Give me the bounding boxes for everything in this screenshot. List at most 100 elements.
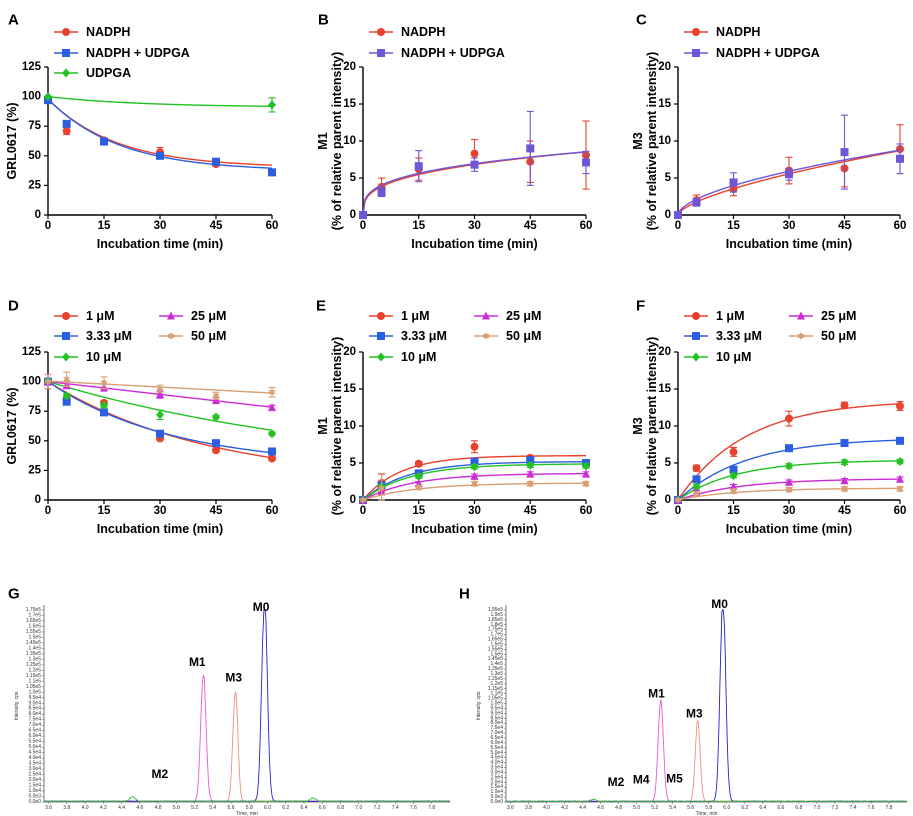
data-point <box>212 446 220 455</box>
x-tick-label: 6.6 <box>319 805 326 811</box>
legend-marker <box>62 352 70 362</box>
data-point <box>526 469 535 478</box>
legend-label: 3.33 μM <box>401 329 447 343</box>
data-point <box>100 400 108 410</box>
legend-label: NADPH <box>86 25 130 39</box>
data-point <box>785 477 793 486</box>
fit-curve <box>47 95 273 107</box>
y-tick-label: 7.0e4 <box>490 730 503 736</box>
y-tick-label: 1.7e5 <box>28 612 41 618</box>
x-tick-label: 60 <box>894 505 907 517</box>
panel-label-G: G <box>8 585 20 602</box>
data-point <box>414 459 423 468</box>
peak-label-m1: M1 <box>648 687 665 701</box>
y-axis-title: M1 <box>316 132 330 149</box>
legend-marker <box>482 311 490 320</box>
x-tick-label: 6.8 <box>795 805 802 811</box>
legend-label: NADPH + UDPGA <box>401 46 505 60</box>
x-tick-label: 4.8 <box>615 805 622 811</box>
y-tick-label: 2.0e4 <box>28 777 41 783</box>
y-tick-label: 1.6e5 <box>28 623 41 629</box>
y-tick-label: 1.55e5 <box>26 629 42 635</box>
x-tick-label: 5.4 <box>669 805 676 811</box>
legend-marker <box>377 352 385 362</box>
y-tick-label: 0 <box>665 494 671 506</box>
data-point <box>212 157 220 166</box>
y-tick-label: 0 <box>35 209 41 221</box>
data-point <box>526 479 534 488</box>
panel-label-D: D <box>8 297 19 314</box>
data-point <box>840 148 849 157</box>
legend-marker <box>62 49 70 57</box>
x-tick-label: 45 <box>524 505 537 517</box>
y-tick-label: 5.0e3 <box>28 794 41 800</box>
data-point <box>582 158 590 167</box>
panel-E: E 0 5 10 15 20 0 15 30 45 60 Incubation time (min) M… <box>316 297 592 536</box>
data-point <box>359 496 367 504</box>
x-axis-title: Incubation time (min) <box>726 237 852 251</box>
x-tick-label: 0 <box>675 505 681 517</box>
panel-C: C 0 5 10 15 20 0 15 30 45 60 Incubation time (min) M… <box>631 11 906 251</box>
panel-F: F 0 5 10 15 20 0 15 30 45 60 Incubation time (min) M… <box>631 297 906 536</box>
panel-label-A: A <box>8 11 19 28</box>
x-tick-label: 15 <box>98 220 111 232</box>
y-tick-label: 1.55e5 <box>488 646 504 652</box>
data-point <box>156 429 164 438</box>
y-tick-label: 1.45e5 <box>26 640 42 646</box>
x-tick-label: 6.4 <box>301 805 308 811</box>
x-tick-label: 60 <box>580 220 593 232</box>
data-point <box>268 429 276 439</box>
data-point <box>100 137 108 146</box>
data-point <box>729 471 738 481</box>
data-point <box>156 384 164 393</box>
y-tick-label: 1.05e5 <box>488 696 504 702</box>
data-point <box>840 401 849 410</box>
legend-marker <box>377 28 385 36</box>
y-tick-label: 6.5e4 <box>28 728 41 734</box>
data-point <box>44 92 52 102</box>
x-tick-label: 45 <box>210 505 223 517</box>
data-point <box>896 457 904 467</box>
y-tick-label: 1.0e4 <box>490 789 503 795</box>
data-point <box>100 378 108 387</box>
data-point <box>896 402 904 411</box>
y-tick-label: 125 <box>22 346 42 358</box>
y-axis-title: M3 <box>631 417 645 434</box>
y-tick-label: 20 <box>343 346 356 358</box>
x-axis-title: Incubation time (min) <box>97 237 223 251</box>
x-axis-title: Incubation time (min) <box>411 522 537 536</box>
legend-marker <box>692 332 700 340</box>
y-tick-label: 9.0e4 <box>28 700 41 706</box>
x-tick-label: 4.4 <box>118 805 125 811</box>
x-tick-label: 4.6 <box>597 805 604 811</box>
y-tick-label: 0 <box>665 209 671 221</box>
y-tick-label: 5 <box>350 457 357 469</box>
y-tick-label: 1.75e5 <box>488 627 504 633</box>
y-tick-label: 15 <box>658 383 671 395</box>
chromatogram-trace <box>505 609 908 803</box>
y-tick-label: 9.0e4 <box>490 710 503 716</box>
y-tick-label: 1.5e4 <box>28 783 41 789</box>
x-tick-label: 15 <box>727 220 740 232</box>
peak-label-m1: M1 <box>189 655 206 669</box>
legend-label: 1 μM <box>401 309 430 323</box>
y-tick-label: 5.5e4 <box>28 739 41 745</box>
y-tick-label: 10 <box>658 135 671 147</box>
data-point <box>415 483 423 492</box>
data-point <box>470 471 479 480</box>
x-tick-label: 6.6 <box>777 805 784 811</box>
data-point <box>729 447 738 456</box>
x-tick-label: 7.8 <box>428 805 435 811</box>
x-tick-label: 0 <box>360 220 366 232</box>
data-point <box>156 410 164 420</box>
series-B-1 <box>359 110 590 219</box>
y-tick-label: 1.0e5 <box>28 689 41 695</box>
y-tick-label: 15 <box>343 383 356 395</box>
x-tick-label: 7.0 <box>355 805 362 811</box>
y-axis-title: GRL0617 (%) <box>5 387 19 464</box>
x-axis-title: Time, min <box>236 811 258 816</box>
chromatogram-trace <box>43 674 451 803</box>
x-tick-label: 7.4 <box>392 805 399 811</box>
legend-label: 10 μM <box>401 350 436 364</box>
